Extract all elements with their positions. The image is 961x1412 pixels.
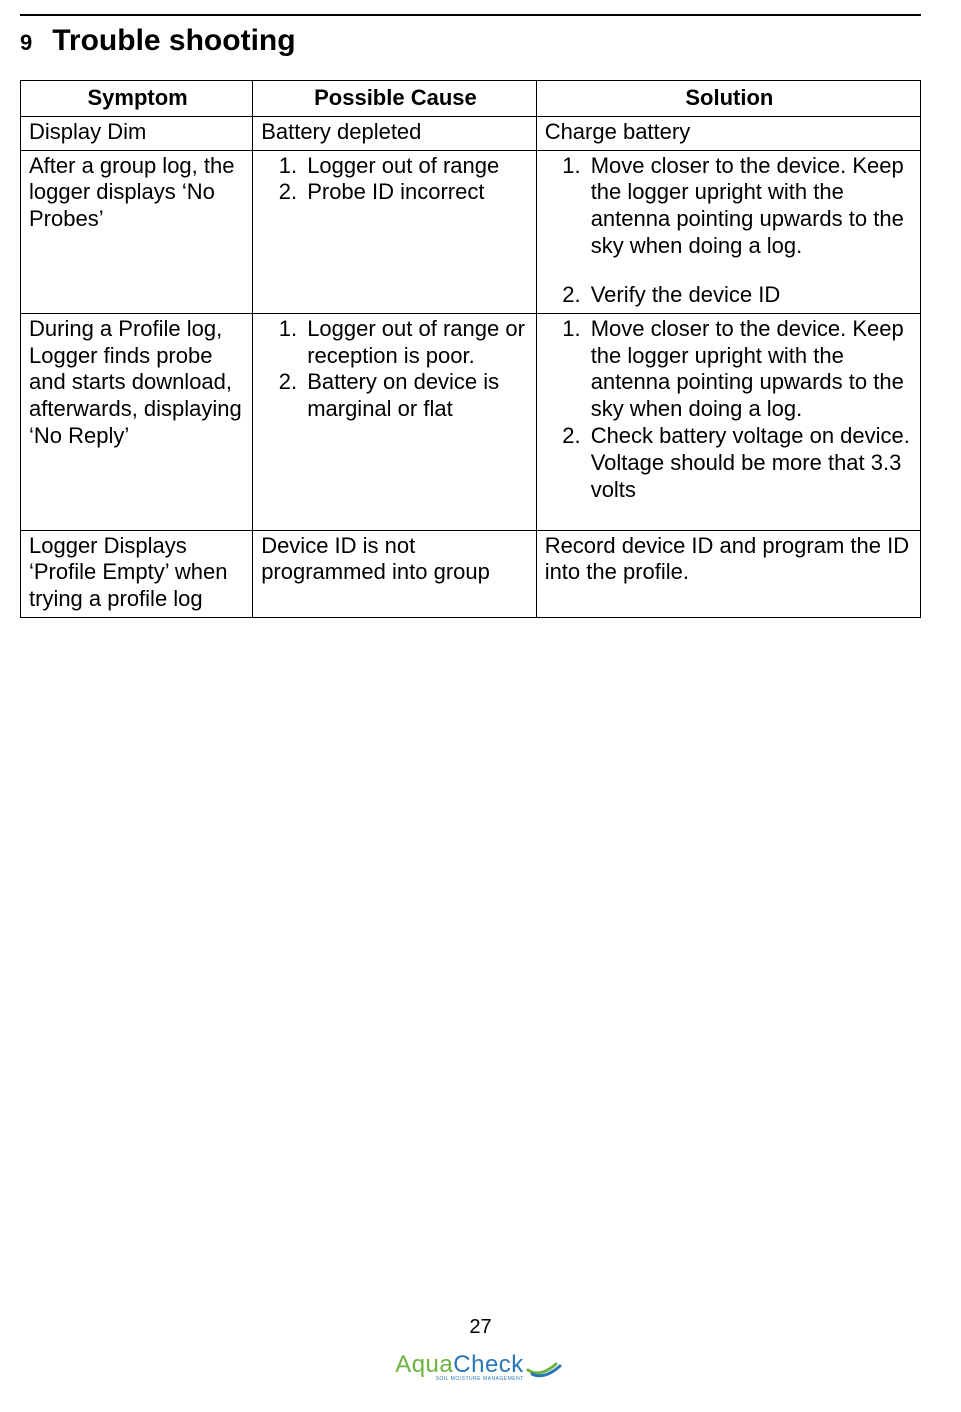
table-row: During a Profile log, Logger finds probe… <box>21 313 921 530</box>
cell-solution: Record device ID and program the ID into… <box>536 530 920 617</box>
cell-cause: Logger out of rangeProbe ID incorrect <box>253 150 537 313</box>
top-rule <box>20 14 921 16</box>
solution-item: Verify the device ID <box>587 282 914 309</box>
aquacheck-logo: AquaCheck SOIL MOISTURE MANAGEMENT <box>395 1351 566 1382</box>
table-row: Display DimBattery depletedCharge batter… <box>21 116 921 150</box>
logo-text-aqua: Aqua <box>395 1351 453 1378</box>
troubleshooting-table: Symptom Possible Cause Solution Display … <box>20 80 921 618</box>
table-row: After a group log, the logger displays ‘… <box>21 150 921 313</box>
cause-item: Battery on device is marginal or flat <box>303 369 530 423</box>
page-number: 27 <box>0 1316 961 1339</box>
cell-symptom: During a Profile log, Logger finds probe… <box>21 313 253 530</box>
cell-cause: Device ID is not programmed into group <box>253 530 537 617</box>
solution-item: Move closer to the device. Keep the logg… <box>587 153 914 260</box>
cause-item: Logger out of range <box>303 153 530 180</box>
header-symptom: Symptom <box>21 81 253 117</box>
cause-item: Probe ID incorrect <box>303 179 530 206</box>
logo-text-check: Check <box>453 1351 524 1378</box>
page: 9 Trouble shooting Symptom Possible Caus… <box>0 0 961 1412</box>
solution-item: Move closer to the device. Keep the logg… <box>587 316 914 423</box>
cell-cause: Battery depleted <box>253 116 537 150</box>
heading-number: 9 <box>20 30 32 56</box>
cause-item: Logger out of range or reception is poor… <box>303 316 530 370</box>
solution-item: Check battery voltage on device. Voltage… <box>587 423 914 503</box>
table-body: Display DimBattery depletedCharge batter… <box>21 116 921 617</box>
cell-symptom: Display Dim <box>21 116 253 150</box>
table-header-row: Symptom Possible Cause Solution <box>21 81 921 117</box>
page-footer: 27 AquaCheck SOIL MOISTURE MANAGEMENT <box>0 1316 961 1382</box>
cell-solution: Move closer to the device. Keep the logg… <box>536 150 920 313</box>
logo-swoosh-icon <box>526 1356 566 1378</box>
header-solution: Solution <box>536 81 920 117</box>
section-heading: 9 Trouble shooting <box>20 24 921 58</box>
cell-symptom: Logger Displays ‘Profile Empty’ when try… <box>21 530 253 617</box>
cell-solution: Charge battery <box>536 116 920 150</box>
table-row: Logger Displays ‘Profile Empty’ when try… <box>21 530 921 617</box>
heading-title: Trouble shooting <box>52 24 295 58</box>
cell-cause: Logger out of range or reception is poor… <box>253 313 537 530</box>
cell-symptom: After a group log, the logger displays ‘… <box>21 150 253 313</box>
cell-solution: Move closer to the device. Keep the logg… <box>536 313 920 530</box>
logo-text-wrap: AquaCheck SOIL MOISTURE MANAGEMENT <box>395 1351 524 1382</box>
header-cause: Possible Cause <box>253 81 537 117</box>
